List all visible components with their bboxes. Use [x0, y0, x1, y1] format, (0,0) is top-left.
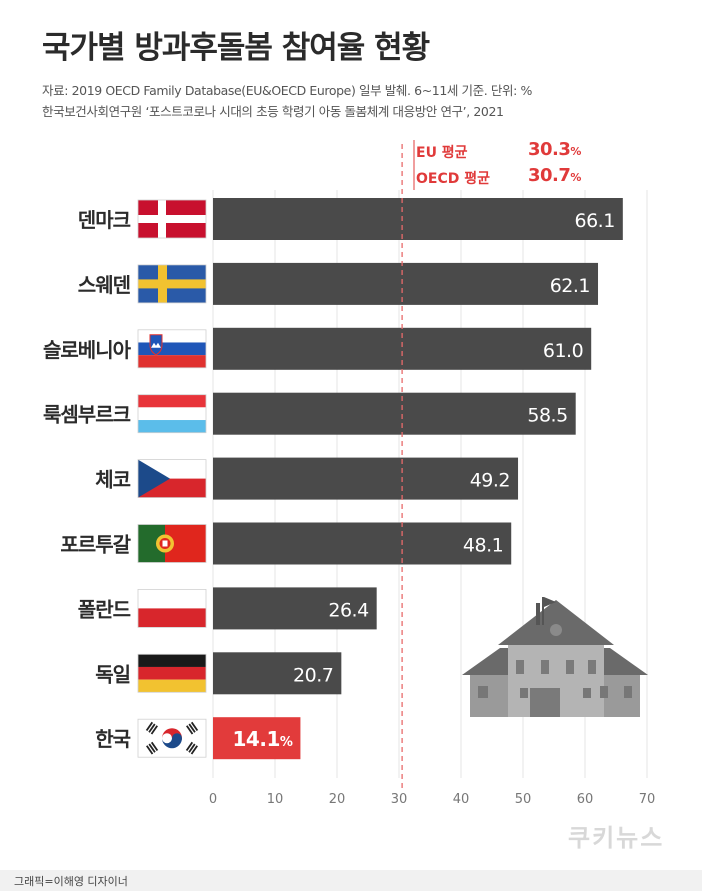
oecd-average-label: OECD 평균: [416, 168, 490, 188]
country-label: 체코: [95, 468, 130, 492]
country-label: 덴마크: [78, 208, 131, 232]
x-tick-label: 70: [639, 792, 656, 807]
flags: [138, 200, 206, 757]
eu-average-label: EU 평균: [416, 142, 468, 162]
bar-value-label: 48.1: [463, 535, 503, 557]
x-tick-label: 10: [267, 792, 284, 807]
x-tick-label: 40: [453, 792, 470, 807]
x-axis-ticks: 0 10 20 30 40 50 60 70: [209, 792, 655, 807]
bar-value-label: 20.7: [293, 664, 333, 686]
country-label: 룩셈부르크: [43, 403, 131, 427]
country-label: 폴란드: [78, 597, 131, 621]
korea-flag: [138, 719, 206, 757]
bar-value-label: 49.2: [470, 470, 510, 492]
oecd-average-value: 30.7%: [528, 165, 581, 186]
country-label: 스웨덴: [78, 273, 131, 297]
country-label: 포르투갈: [60, 533, 131, 557]
bar-value-label: 58.5: [527, 405, 567, 427]
luxembourg-flag: [138, 395, 206, 433]
country-label: 한국: [95, 727, 130, 751]
x-tick-label: 0: [209, 792, 217, 807]
x-tick-label: 30: [391, 792, 408, 807]
czech-flag: [138, 460, 206, 498]
portugal-flag: [138, 525, 206, 563]
country-label: 슬로베니아: [43, 338, 132, 362]
publisher-logo: 쿠키뉴스: [568, 818, 664, 853]
x-tick-label: 60: [577, 792, 594, 807]
bar: [213, 198, 623, 240]
bar-value-label: 62.1: [550, 275, 590, 297]
denmark-flag: [138, 200, 206, 238]
poland-flag: [138, 589, 206, 627]
eu-average-value: 30.3%: [528, 139, 581, 160]
school-building-icon: [462, 597, 648, 717]
bar-value-label: 61.0: [543, 340, 583, 362]
germany-flag: [138, 654, 206, 692]
bar: [213, 393, 576, 435]
x-tick-label: 20: [329, 792, 346, 807]
designer-credit: 그래픽=이해영 디자이너: [14, 873, 128, 889]
sweden-flag: [138, 265, 206, 303]
x-tick-label: 50: [515, 792, 532, 807]
country-label: 독일: [95, 662, 130, 686]
bar-value-label: 26.4: [328, 599, 369, 621]
bar-value-label: 66.1: [575, 210, 615, 232]
slovenia-flag: [138, 330, 206, 368]
bar: [213, 263, 598, 305]
